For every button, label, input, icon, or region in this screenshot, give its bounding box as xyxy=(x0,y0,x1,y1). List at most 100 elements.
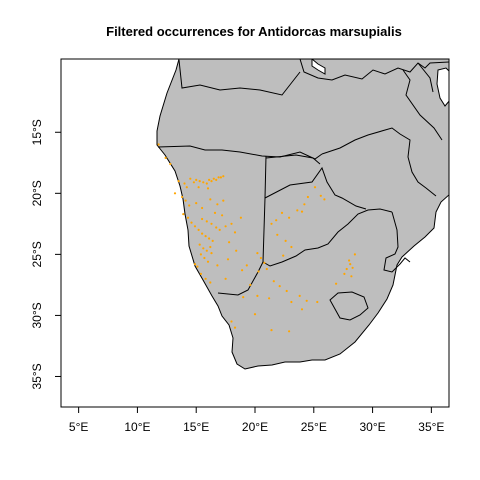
occurrence-point xyxy=(219,176,222,179)
occurrence-point xyxy=(303,203,306,206)
x-tick-label: 10°E xyxy=(124,420,150,434)
map-layer xyxy=(156,59,449,370)
occurrence-point xyxy=(345,267,348,271)
occurrence-point xyxy=(263,261,266,264)
lake xyxy=(436,67,449,107)
x-tick-label: 15°E xyxy=(183,420,209,434)
lake xyxy=(311,59,326,75)
occurrence-point xyxy=(218,228,221,231)
occurrence-point xyxy=(204,235,207,238)
occurrence-point xyxy=(185,186,188,189)
occurrence-point xyxy=(316,300,319,304)
occurrence-point xyxy=(300,308,304,311)
occurrence-point xyxy=(181,195,184,199)
occurrence-point xyxy=(353,253,356,256)
occurrence-point xyxy=(193,225,197,228)
occurrence-point xyxy=(193,263,197,266)
occurrence-point xyxy=(265,267,268,271)
occurrence-point xyxy=(348,259,351,262)
occurrence-point xyxy=(259,256,262,260)
occurrence-point xyxy=(164,156,167,159)
occurrence-point xyxy=(209,281,212,284)
occurrence-point xyxy=(239,216,242,219)
x-tick-label: 25°E xyxy=(301,420,327,434)
occurrence-point xyxy=(306,195,309,199)
occurrence-point xyxy=(282,254,285,257)
occurrence-point xyxy=(186,216,190,219)
occurrence-point xyxy=(222,175,225,178)
occurrence-point xyxy=(183,182,186,185)
occurrence-point xyxy=(298,294,301,297)
occurrence-point xyxy=(199,253,202,256)
occurrence-point xyxy=(198,243,201,246)
occurrence-point xyxy=(233,231,237,234)
occurrence-point xyxy=(215,226,218,229)
occurrence-point xyxy=(173,192,177,195)
occurrence-point xyxy=(198,180,201,183)
occurrence-point xyxy=(208,237,211,240)
occurrence-point xyxy=(305,299,308,302)
occurrence-point xyxy=(233,326,237,329)
occurrence-point xyxy=(188,204,191,207)
occurrence-point xyxy=(205,220,208,223)
occurrence-point xyxy=(323,198,326,201)
occurrence-point xyxy=(288,216,291,219)
occurrence-point xyxy=(216,264,219,267)
occurrence-point xyxy=(343,272,346,275)
occurrence-point xyxy=(221,214,224,217)
occurrence-point xyxy=(202,247,205,250)
occurrence-point xyxy=(313,186,317,189)
occurrence-point xyxy=(270,222,273,225)
occurrence-point xyxy=(290,300,293,304)
occurrence-points xyxy=(157,143,356,333)
occurrence-point xyxy=(206,187,210,190)
occurrence-point xyxy=(224,225,227,228)
occurrence-point xyxy=(195,178,198,181)
occurrence-point xyxy=(210,180,213,183)
y-tick-label: 25°S xyxy=(30,241,44,267)
occurrence-point xyxy=(249,283,252,286)
occurrence-point xyxy=(204,277,207,280)
occurrence-point xyxy=(272,280,275,283)
occurrence-point xyxy=(256,252,259,255)
occurrence-point xyxy=(213,211,217,214)
occurrence-point xyxy=(196,265,199,268)
occurrence-point xyxy=(257,270,260,273)
occurrence-point xyxy=(226,258,230,261)
x-tick-label: 30°E xyxy=(359,420,385,434)
occurrence-point xyxy=(211,239,214,242)
occurrence-point xyxy=(300,210,304,213)
occurrence-point xyxy=(210,252,213,255)
x-tick-label: 5°E xyxy=(69,420,88,434)
occurrence-point xyxy=(201,232,204,235)
occurrence-point xyxy=(192,181,195,184)
occurrence-point xyxy=(209,245,212,249)
occurrence-point xyxy=(205,249,208,252)
occurrence-point xyxy=(212,177,215,180)
occurrence-point xyxy=(284,239,287,242)
y-tick-label: 30°S xyxy=(30,302,44,328)
x-tick-label: 35°E xyxy=(418,420,444,434)
occurrence-point xyxy=(270,329,273,332)
occurrence-point xyxy=(177,180,180,183)
occurrence-point xyxy=(278,285,281,288)
occurrence-point xyxy=(268,297,271,300)
occurrence-point xyxy=(235,249,238,252)
occurrence-point xyxy=(335,282,338,285)
occurrence-point xyxy=(276,233,279,236)
occurrence-point xyxy=(349,263,352,266)
y-tick-label: 15°S xyxy=(30,119,44,145)
occurrence-point xyxy=(157,143,160,146)
occurrence-point xyxy=(182,213,185,216)
occurrence-point xyxy=(228,241,231,244)
occurrence-point xyxy=(208,178,211,181)
occurrence-point xyxy=(245,264,248,267)
occurrence-point xyxy=(222,199,225,202)
occurrence-point xyxy=(195,202,198,205)
occurrence-point xyxy=(319,194,322,197)
occurrence-point xyxy=(216,203,219,206)
occurrence-point xyxy=(280,211,284,214)
occurrence-point xyxy=(350,275,353,278)
occurrence-point xyxy=(169,162,172,166)
occurrence-point xyxy=(203,256,206,260)
